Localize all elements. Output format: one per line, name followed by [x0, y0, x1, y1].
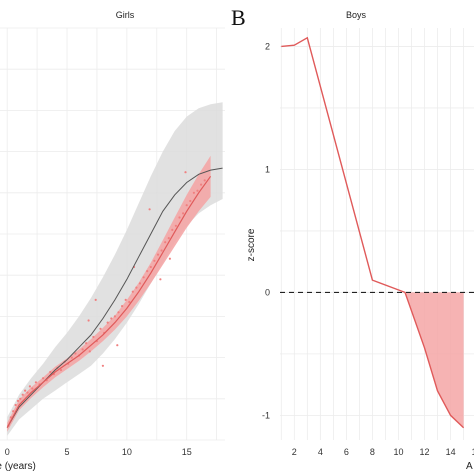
girls-data-point	[110, 317, 113, 320]
girls-data-point	[185, 204, 188, 207]
boys-x-tick-label: 16	[472, 447, 474, 457]
girls-data-point	[135, 286, 138, 289]
girls-data-point	[70, 356, 73, 359]
girls-data-point	[87, 319, 90, 322]
girls-data-point	[164, 241, 167, 244]
boys-y-tick-label: 1	[265, 164, 270, 174]
boys-x-tick-label: 2	[292, 447, 297, 457]
boys-z-score-line	[281, 36, 465, 429]
girls-data-point	[59, 368, 63, 372]
boys-negative-area	[405, 292, 464, 428]
girls-fit-line	[6, 175, 212, 428]
girls-data-point	[42, 377, 45, 380]
girls-data-point	[184, 171, 187, 174]
girls-panel-title: Girls	[116, 10, 135, 20]
boys-x-tick-label: 8	[370, 447, 375, 457]
girls-data-point	[203, 179, 206, 182]
girls-data-point	[113, 315, 116, 318]
girls-data-point	[142, 276, 145, 279]
girls-data-point	[153, 259, 156, 262]
boys-x-tick-label: 10	[393, 447, 403, 457]
girls-data-point	[160, 249, 163, 252]
girls-data-point	[171, 228, 174, 231]
boys-x-axis-title: A	[466, 461, 473, 472]
girls-data-point	[146, 270, 149, 273]
boys-grid	[280, 28, 474, 440]
girls-data-point	[24, 389, 27, 392]
girls-x-tick-label: 15	[182, 447, 192, 457]
boys-x-tick-label: 4	[318, 447, 323, 457]
girls-x-tick-label: 10	[122, 447, 132, 457]
girls-data-point	[167, 237, 170, 240]
boys-panel-title: Boys	[346, 10, 367, 20]
girls-data-point	[117, 311, 120, 314]
girls-data-point	[28, 385, 31, 388]
girls-data-point	[26, 391, 29, 394]
girls-data-point	[192, 191, 195, 194]
girls-data-point	[12, 410, 15, 413]
girls-data-point	[34, 381, 38, 384]
girls-data-point	[156, 253, 160, 256]
girls-reference-band	[7, 102, 223, 436]
boys-x-tick-label: 14	[446, 447, 456, 457]
panel-letter-b: B	[231, 5, 246, 30]
girls-data-point	[128, 300, 131, 304]
girls-x-tick-label: 5	[64, 447, 69, 457]
girls-data-point	[21, 393, 24, 396]
girls-data-point	[99, 327, 102, 330]
girls-data-point	[124, 298, 127, 301]
girls-data-point	[74, 352, 77, 355]
boys-y-tick-label: 0	[265, 287, 270, 297]
girls-data-point	[168, 257, 171, 260]
girls-data-point	[200, 183, 203, 186]
girls-x-ticks: 0 5 10 15	[5, 447, 192, 457]
girls-data-point	[131, 290, 134, 293]
girls-data-point	[92, 335, 95, 339]
girls-data-point	[88, 350, 91, 353]
boys-y-ticks: -1 0 1 2	[262, 41, 270, 420]
boys-x-ticks: 2 4 6 8 10 12 14 16	[292, 447, 474, 457]
girls-data-point	[138, 282, 142, 285]
girls-x-tick-label: 0	[5, 447, 10, 457]
girls-data-point	[9, 416, 12, 419]
girls-observation-points	[7, 171, 206, 427]
girls-data-point	[116, 344, 119, 347]
boys-y-axis-title: z-score	[246, 228, 257, 261]
boys-x-tick-label: 6	[344, 447, 349, 457]
boys-y-tick-label: 2	[265, 41, 270, 51]
girls-data-point	[159, 278, 162, 281]
girls-data-point	[196, 189, 199, 192]
girls-data-point	[182, 212, 185, 215]
boys-x-tick-label: 12	[419, 447, 429, 457]
girls-data-point	[174, 224, 177, 227]
girls-data-point	[149, 265, 152, 269]
girls-data-point	[94, 298, 97, 301]
girls-data-point	[189, 199, 192, 203]
girls-data-point	[31, 387, 34, 390]
girls-x-axis-title: Age (years)	[0, 461, 36, 472]
girls-data-point	[178, 216, 181, 219]
panel-girls: 0 5 10 15 Girls Age (years)	[0, 10, 225, 472]
girls-data-point	[19, 397, 22, 400]
girls-data-point	[16, 399, 20, 402]
girls-data-point	[81, 348, 84, 351]
girls-data-point	[121, 305, 124, 308]
boys-y-tick-label: -1	[262, 410, 270, 420]
girls-data-point	[106, 321, 109, 324]
girls-data-point	[148, 208, 151, 211]
girls-data-point	[49, 370, 52, 374]
girls-data-point	[101, 364, 104, 367]
girls-data-point	[85, 342, 88, 345]
girls-data-point	[14, 403, 17, 407]
